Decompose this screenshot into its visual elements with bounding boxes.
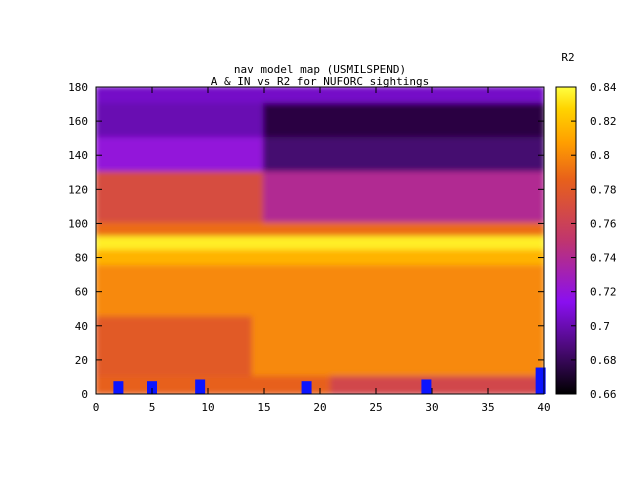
y-tick-label: 40	[75, 320, 88, 333]
x-tick-label: 30	[425, 401, 438, 414]
sighting-marker	[301, 381, 312, 394]
axes: 0 5 10 15 20 25 30 35 40 0 20 40 60 80 100 120 140 160 180	[68, 81, 551, 414]
heatmap-cell	[251, 316, 544, 378]
heatmap-cell	[96, 103, 265, 140]
colorbar-tick-label: 0.76	[590, 217, 617, 230]
x-tick-label: 20	[313, 401, 326, 414]
sighting-marker	[147, 381, 157, 394]
colorbar-tick-label: 0.72	[590, 286, 617, 299]
heatmap-cell	[96, 171, 265, 225]
heatmap-cell	[263, 171, 544, 225]
x-tick-label: 35	[481, 401, 494, 414]
colorbar-tick-label: 0.68	[590, 354, 617, 367]
colorbar-label: R2	[561, 51, 574, 64]
x-tick-label: 25	[369, 401, 382, 414]
heatmap-cell	[96, 316, 254, 378]
colorbar-ticks: 0.66 0.68 0.7 0.72 0.74 0.76 0.78 0.8 0.82 0.84	[571, 81, 617, 401]
x-tick-label: 0	[93, 401, 100, 414]
y-tick-label: 120	[68, 183, 88, 196]
y-tick-label: 180	[68, 81, 88, 94]
sighting-marker	[195, 379, 206, 394]
sighting-markers	[113, 367, 546, 394]
colorbar-tick-label: 0.66	[590, 388, 617, 401]
chart-subtitle: A & IN vs R2 for NUFORC sightings	[211, 75, 430, 88]
y-tick-label: 20	[75, 354, 88, 367]
colorbar-tick-label: 0.78	[590, 183, 617, 196]
y-tick-label: 80	[75, 252, 88, 265]
sighting-marker	[113, 381, 124, 394]
sighting-marker	[421, 379, 432, 394]
heatmap-cell	[263, 103, 544, 140]
heatmap-cell	[96, 375, 333, 394]
y-tick-label: 160	[68, 115, 88, 128]
sighting-marker	[535, 367, 546, 394]
heatmap-cell	[96, 236, 544, 252]
heatmap-cell	[96, 265, 544, 319]
y-tick-label: 60	[75, 286, 88, 299]
chart-title: nav model map (USMILSPEND)	[234, 63, 406, 76]
colorbar-tick-label: 0.8	[590, 149, 610, 162]
heatmap-cell	[96, 222, 544, 239]
x-tick-label: 15	[257, 401, 270, 414]
y-tick-label: 100	[68, 217, 88, 230]
colorbar-tick-label: 0.84	[590, 81, 617, 94]
colorbar-tick-label: 0.7	[590, 320, 610, 333]
colorbar	[555, 86, 577, 395]
y-tick-label: 140	[68, 149, 88, 162]
heatmap-cell	[96, 137, 265, 174]
colorbar-tick-label: 0.74	[590, 252, 617, 265]
x-tick-label: 40	[537, 401, 550, 414]
x-tick-label: 5	[149, 401, 156, 414]
heatmap-cell	[263, 137, 544, 174]
colorbar-tick-label: 0.82	[590, 115, 617, 128]
heatmap-cell	[330, 375, 544, 394]
x-tick-label: 10	[201, 401, 214, 414]
heatmap-cell	[96, 249, 544, 268]
y-tick-label: 0	[81, 388, 88, 401]
heatmap-cells	[96, 87, 544, 394]
